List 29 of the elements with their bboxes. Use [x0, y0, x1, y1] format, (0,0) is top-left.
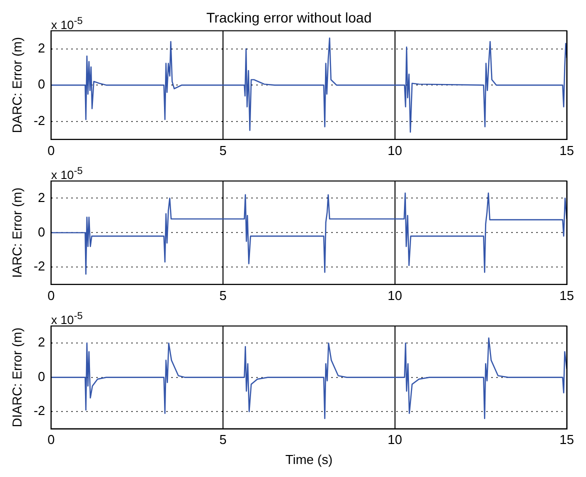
y-tick-label: 2	[38, 190, 46, 205]
x-tick-label: 5	[219, 288, 227, 303]
x-tick-label: 10	[388, 432, 402, 448]
x-tick-label: 0	[48, 432, 55, 448]
x-tick-label: 15	[560, 142, 574, 158]
y-axis-title: DIARC: Error (m)	[9, 328, 24, 428]
x-axis-title: Time (s)	[285, 452, 333, 467]
y-tick-label: 2	[38, 334, 46, 350]
y-tick-label: -2	[34, 112, 46, 128]
y-tick-label: 0	[38, 368, 46, 384]
y-tick-label: 2	[38, 40, 46, 56]
x-tick-label: 10	[388, 288, 402, 303]
chart-title: Tracking error without load	[206, 9, 372, 26]
x-tick-label: 15	[560, 288, 574, 303]
annotation: x 10$^{-5}$	[51, 165, 83, 182]
x-tick-label: 15	[560, 432, 574, 448]
x-tick-label: 0	[48, 142, 55, 158]
x-tick-label: 10	[388, 142, 402, 158]
x-tick-label: 5	[219, 432, 227, 448]
y-axis-title: DARC: Error (m)	[9, 37, 24, 134]
y-tick-label: 0	[38, 76, 46, 92]
x-tick-label: 5	[219, 142, 227, 158]
y-axis-title: IARC: Error (m)	[9, 188, 24, 278]
annotation: x 10$^{-5}$	[51, 14, 83, 32]
annotation: x 10$^{-5}$	[51, 310, 83, 327]
y-tick-label: -2	[34, 403, 46, 418]
y-tick-label: -2	[34, 258, 46, 274]
x-tick-label: 0	[48, 288, 55, 303]
y-tick-label: 0	[38, 224, 46, 240]
